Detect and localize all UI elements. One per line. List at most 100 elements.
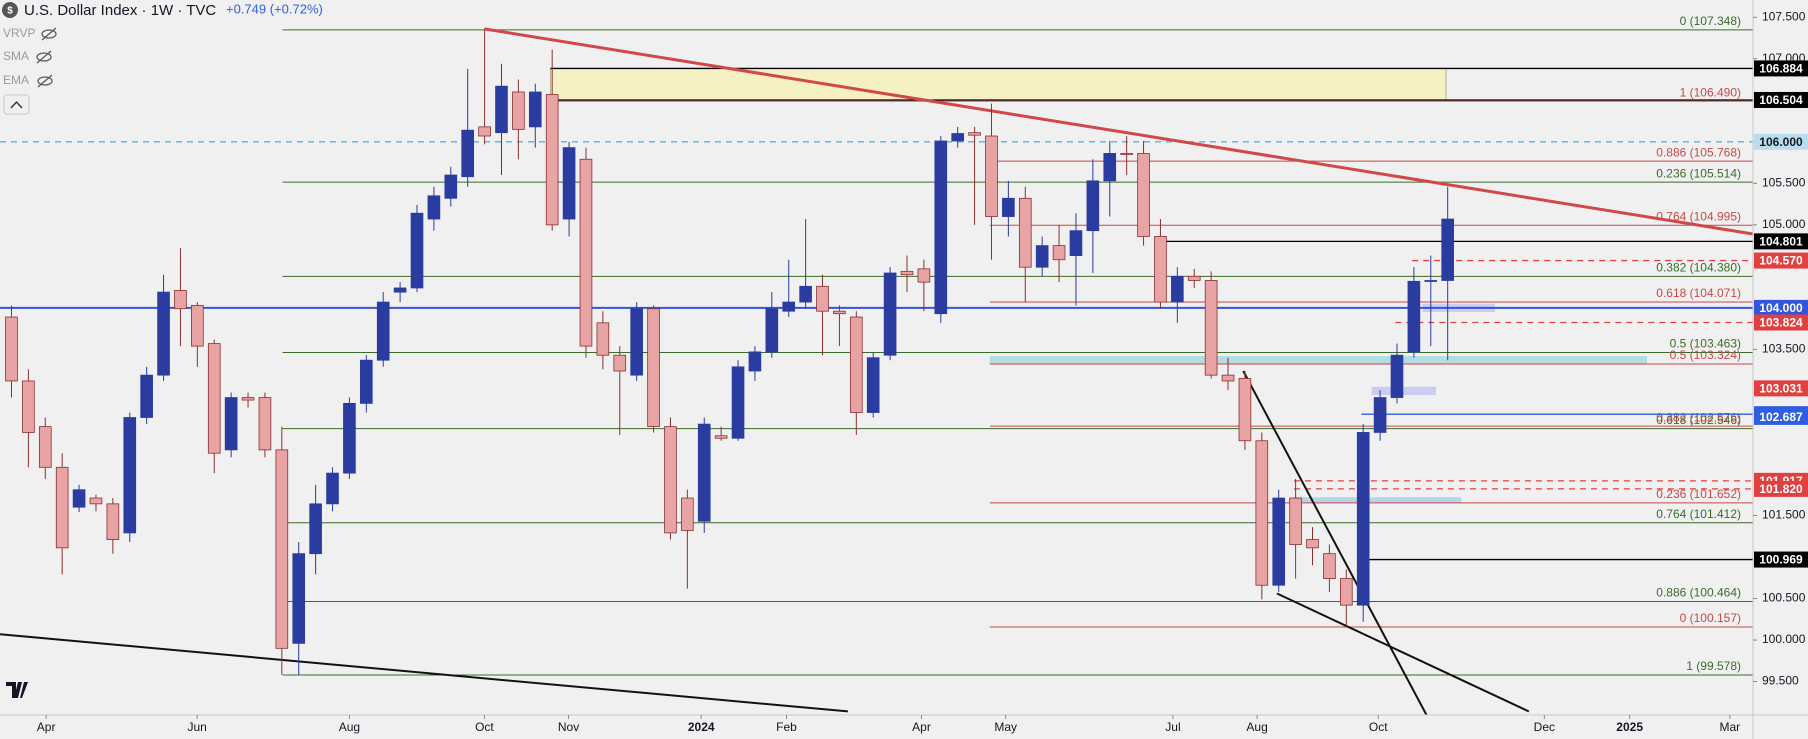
candle-body [900,270,914,276]
candle-body [1069,230,1083,256]
x-tick-label: 2025 [1616,720,1643,734]
x-tick-label: Oct [1369,720,1388,734]
fib-level-label: 0.236 (105.514) [1656,166,1741,180]
x-tick-label: Dec [1534,720,1555,734]
candle-body [1137,153,1150,237]
symbol-logo-letter: $ [7,6,13,17]
visibility-icons[interactable] [36,27,57,88]
eye-icon[interactable] [37,76,53,86]
price-tag [1754,133,1808,150]
chart-title: U.S. Dollar Index · 1W · TVC [24,2,216,19]
candle-body [985,135,998,217]
candle-body [376,301,390,361]
candle-body [1424,280,1438,282]
candle-body [1103,153,1117,182]
candle-body [545,94,559,226]
fib-level-label: 0.236 (101.652) [1656,487,1741,501]
candle-body [714,435,728,439]
x-tick-label: Apr [37,720,56,734]
candle-body [89,497,103,505]
y-tick-label: 100.500 [1762,591,1806,605]
price-tag-label: 106.000 [1759,135,1803,149]
candle-body [1018,197,1032,268]
candle-body [1255,440,1269,586]
price-tag-label: 101.820 [1759,482,1803,496]
candle-body [157,291,170,376]
candle-body [1356,432,1370,606]
price-tag-label: 104.570 [1759,254,1803,268]
price-tag [1754,408,1808,425]
price-tag-label: 106.504 [1759,93,1803,107]
y-tick-label: 101.500 [1762,508,1806,522]
levels: 0 (107.348) 0.236 (105.514) 0.382 (104.380… [0,14,1753,676]
price-tag [1754,380,1808,397]
price-tags: 106.884 106.504 106.000 104.801 104.570 104.0… [1754,60,1808,568]
trendline [1276,592,1530,713]
fib-level-label: 0.382 (104.380) [1656,261,1741,275]
zone [550,68,1447,101]
eye-slash [37,74,53,88]
candle-body [72,489,86,508]
price-axis-bg [1753,0,1808,739]
fib-level-label: 0.764 (101.412) [1656,507,1741,521]
candle-body [1120,153,1133,155]
candle-body [1339,578,1353,606]
candle-body [55,466,69,549]
candle-body [816,285,829,312]
tv-logo [6,682,28,698]
candle-body [444,174,458,199]
candle-body [1373,397,1387,433]
candle-body [140,374,153,418]
candle-body [292,553,306,644]
indicator-name: VRVP [3,26,35,40]
fib-level-label: 1 (99.578) [1686,659,1741,673]
price-tag [1754,252,1808,269]
y-tick-label: 107.500 [1762,9,1806,23]
candle-body [1407,280,1421,353]
candle-body [1441,218,1454,281]
price-change: +0.749 (+0.72%) [226,1,323,16]
candle-body [106,503,120,540]
fib-level-label: 0 (100.157) [1680,611,1741,625]
candle-body [1035,245,1049,268]
price-tag [1754,551,1808,568]
eye-icon[interactable] [41,29,57,39]
x-tick-label: Oct [475,720,494,734]
price-tag [1754,91,1808,108]
fib-level-label: 0.382 (102.576) [1656,410,1741,424]
x-tick-label: Nov [558,720,579,734]
candle-body [579,158,593,347]
price-tag-label: 104.801 [1759,235,1803,249]
candle-body [951,133,965,142]
candle-body [647,308,660,428]
candle-body [224,397,238,451]
fib-level-label: 0.886 (100.464) [1656,586,1741,600]
candle-body [934,140,948,315]
price-tag [1754,233,1808,250]
candle-body [1272,497,1286,586]
x-tick-label: Feb [776,720,797,734]
x-tick-label: Aug [339,720,360,734]
candle-body [917,268,931,283]
candle-body [478,126,491,137]
time-axis-bg [0,715,1808,739]
fib-level-label: 0 (107.348) [1680,14,1741,28]
candle-body [528,91,542,128]
trendline [484,27,1754,236]
candle-body [326,472,339,505]
price-tag-label: 106.884 [1759,62,1803,76]
trendline [0,633,848,713]
candle-body [1204,280,1218,376]
candle-body [1238,378,1252,442]
indicator-name: SMA [3,49,29,63]
collapse-button[interactable] [3,94,30,115]
price-tag-label: 100.969 [1759,553,1803,567]
eye-icon[interactable] [36,52,52,62]
candle-body [275,449,289,649]
fib-level-label: 0.618 (102.546) [1656,413,1741,427]
x-tick-label: May [994,720,1017,734]
candle-body [512,91,525,130]
